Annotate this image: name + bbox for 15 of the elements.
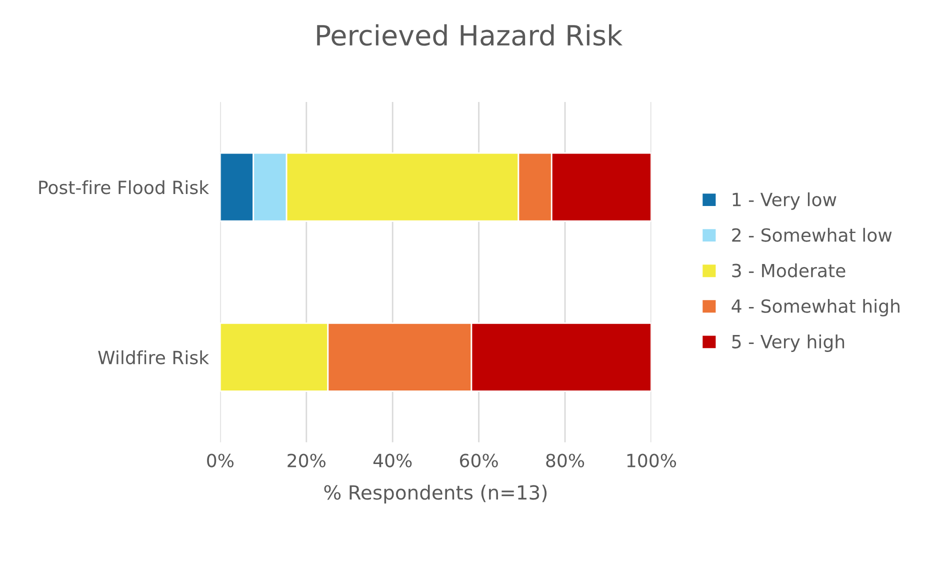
x-tick-label: 80% [546, 454, 584, 468]
legend-label: 1 - Very low [732, 192, 836, 210]
x-tick-label: 40% [373, 454, 412, 468]
x-tick-label: 100% [627, 454, 676, 468]
y-tick-label: Wildfire Risk [98, 350, 210, 364]
y-tick-label: Post-fire Flood Risk [39, 180, 210, 194]
legend-label: 3 - Moderate [732, 263, 846, 278]
x-tick-label: 20% [288, 454, 326, 468]
chart-title: Percieved Hazard Risk [317, 24, 623, 46]
x-axis-title: % Respondents (n=13) [324, 484, 547, 504]
x-tick-label: 60% [460, 454, 498, 468]
x-tick-label: 0% [207, 454, 234, 468]
legend-label: 4 - Somewhat high [732, 298, 900, 316]
legend-label: 2 - Somewhat low [732, 228, 892, 242]
legend-label: 5 - Very high [732, 334, 844, 352]
